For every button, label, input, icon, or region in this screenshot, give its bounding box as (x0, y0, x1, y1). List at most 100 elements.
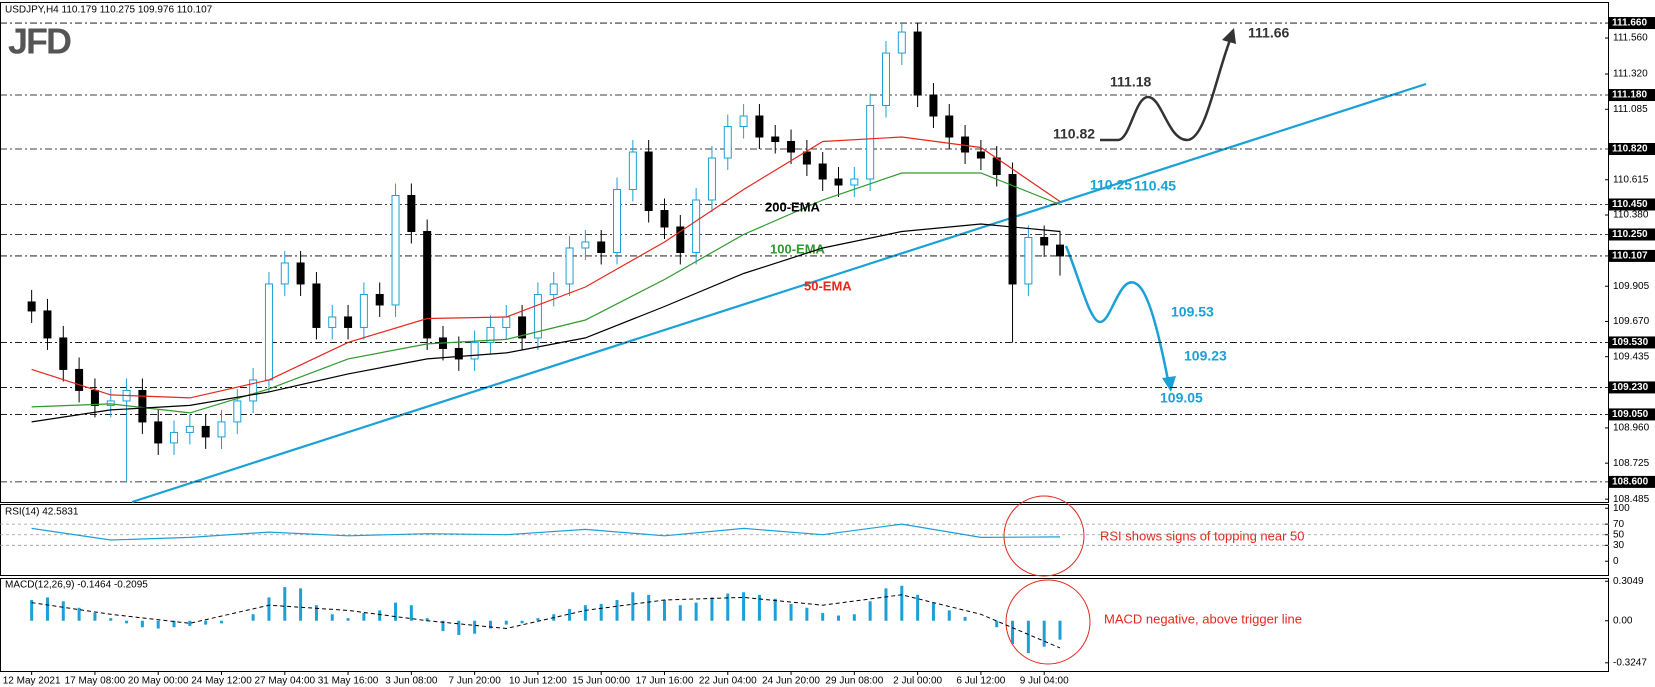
candle-body (1056, 244, 1065, 257)
level-box (1609, 228, 1655, 241)
candle-body (43, 310, 52, 339)
histogram-bar (710, 597, 714, 621)
candle-body (613, 188, 622, 253)
histogram-bar (599, 603, 603, 621)
histogram-bar (125, 620, 129, 624)
candle-body (834, 178, 843, 186)
annotation: 111.66 (1248, 25, 1289, 41)
y-tick-label: 0.3049 (1613, 576, 1644, 587)
candle-body (249, 379, 258, 402)
y-tick-label: 0 (1613, 556, 1619, 567)
histogram-bar (219, 620, 223, 624)
candle-body (1024, 236, 1033, 285)
candle-body (581, 241, 590, 249)
candle-body (929, 94, 938, 117)
candle-body (866, 105, 875, 180)
rsi-annotation: RSI shows signs of topping near 50 (1100, 528, 1305, 543)
annotation: 110.82 (1053, 126, 1095, 142)
candle-body (676, 226, 685, 253)
histogram-bar (536, 618, 540, 621)
candle-body (106, 400, 115, 406)
arrow-head (1162, 376, 1176, 392)
histogram-bar (330, 614, 334, 621)
level-box (1609, 381, 1655, 394)
level-label: 110.820 (1612, 144, 1648, 155)
histogram-bar (378, 610, 382, 621)
candle-body (533, 293, 542, 339)
rsi-line (31, 523, 1061, 541)
candle-body (391, 194, 400, 306)
candle-body (802, 151, 811, 165)
histogram-bar (805, 607, 809, 621)
level-box (1609, 143, 1655, 156)
candle-body (344, 316, 353, 328)
histogram-bar (488, 620, 492, 629)
y-tick-label: 110.380 (1613, 210, 1649, 221)
histogram-bar (156, 620, 160, 629)
histogram-bar (662, 600, 666, 621)
histogram-bar (852, 614, 856, 621)
histogram-bar (314, 605, 318, 621)
candle-body (660, 209, 669, 228)
histogram-bar (789, 603, 793, 621)
annotation: 109.53 (1171, 304, 1214, 320)
histogram-bar (757, 594, 761, 621)
y-tick-label: 0.00 (1613, 615, 1633, 626)
x-tick-label: 24 Jun 20:00 (762, 676, 820, 687)
level-label: 110.450 (1612, 199, 1648, 210)
rsi-panel (0, 504, 1609, 576)
candle-body (486, 326, 495, 343)
y-tick-label: 111.560 (1613, 33, 1648, 44)
level-label: 108.600 (1612, 477, 1649, 488)
x-tick-label: 17 May 08:00 (65, 676, 126, 687)
histogram-bar (93, 612, 97, 621)
candle-body (597, 241, 606, 253)
histogram-bar (631, 592, 635, 621)
candle-body (1008, 173, 1017, 285)
histogram-bar (204, 620, 208, 625)
y-tick-label: 109.435 (1613, 351, 1650, 362)
annotation: 110.45 (1134, 178, 1176, 194)
annotation: 110.25 (1090, 177, 1132, 193)
histogram-bar (140, 620, 144, 628)
highlight-circle (1003, 495, 1085, 577)
candle-body (755, 115, 764, 138)
x-tick-label: 31 May 16:00 (318, 676, 379, 687)
x-tick-label: 24 May 12:00 (191, 676, 252, 687)
candle-body (201, 425, 210, 438)
histogram-bar (868, 601, 872, 621)
level-label: 109.530 (1612, 337, 1649, 348)
histogram-bar (77, 607, 81, 621)
level-box (1609, 475, 1655, 488)
y-tick-label: 111.320 (1613, 69, 1648, 80)
level-label: 110.250 (1612, 229, 1648, 240)
level-box (1609, 249, 1655, 262)
rsi-title: RSI(14) 42.5831 (5, 507, 79, 518)
candle-body (818, 163, 827, 180)
macd-title: MACD(12,26,9) -0.1464 -0.2095 (5, 580, 148, 591)
candle-body (470, 341, 479, 360)
histogram-bar (884, 588, 888, 621)
y-tick-label: -0.3247 (1613, 657, 1647, 668)
candle-body (217, 421, 226, 438)
x-tick-label: 15 Jun 00:00 (572, 676, 630, 687)
histogram-bar (61, 601, 65, 621)
candle-body (296, 262, 305, 285)
ema-line (31, 172, 1061, 414)
level-label: 109.050 (1612, 409, 1649, 420)
candle-body (375, 293, 384, 306)
y-tick-label: 109.905 (1613, 281, 1650, 292)
macd-annotation: MACD negative, above trigger line (1104, 611, 1302, 626)
ema-line (31, 223, 1061, 423)
x-tick-label: 10 Jun 12:00 (509, 676, 567, 687)
histogram-bar (409, 605, 413, 621)
candle-body (454, 347, 463, 360)
y-tick-label: 110.615 (1613, 174, 1649, 185)
annotation: 109.05 (1160, 390, 1203, 406)
candle-body (1040, 236, 1049, 246)
histogram-bar (1026, 620, 1030, 654)
y-tick-label: 111.085 (1613, 104, 1648, 115)
histogram-bar (299, 588, 303, 621)
x-tick-label: 6 Jul 12:00 (956, 676, 1005, 687)
